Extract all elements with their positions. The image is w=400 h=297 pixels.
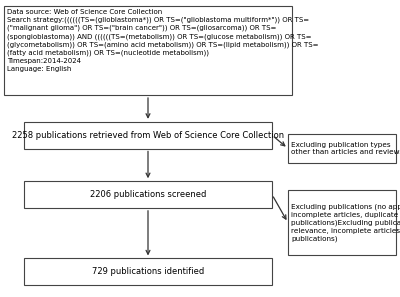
Text: 2206 publications screened: 2206 publications screened [90,190,206,199]
Bar [24,258,272,285]
Bar [288,190,396,255]
Text: Data source: Web of Science Core Collection
Search strategy:((((((TS=(glioblasto: Data source: Web of Science Core Collect… [7,9,319,72]
Text: 2258 publications retrieved from Web of Science Core Collection: 2258 publications retrieved from Web of … [12,131,284,140]
Bar [24,181,272,208]
Text: Excluding publications (no apparent relevance,
incomplete articles, duplicate
pu: Excluding publications (no apparent rele… [291,204,400,241]
Bar [288,134,396,163]
Text: 729 publications identified: 729 publications identified [92,267,204,276]
Bar [24,122,272,148]
Bar [4,6,292,95]
Text: Excluding publication types
other than articles and reviews: Excluding publication types other than a… [291,142,400,155]
